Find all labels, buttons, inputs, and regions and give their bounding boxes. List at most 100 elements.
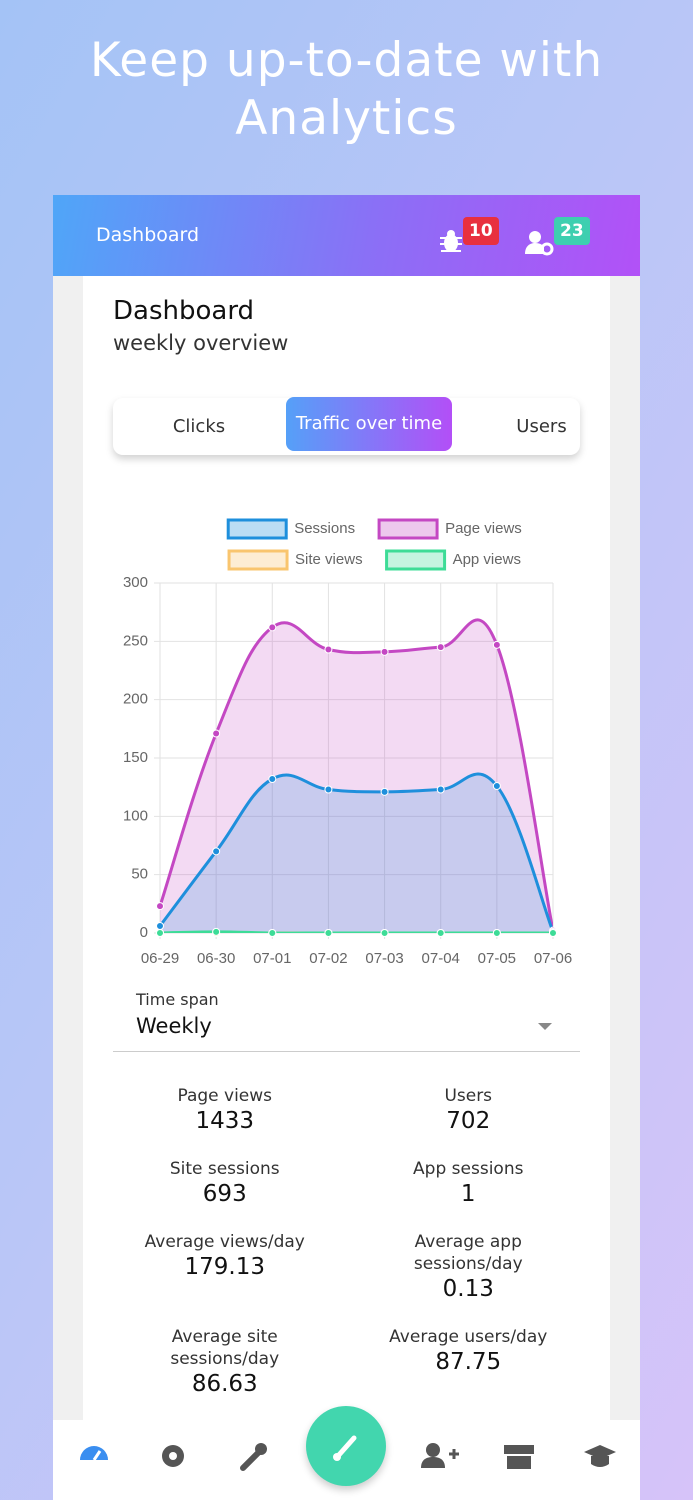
x-tick-label: 07-04 — [422, 950, 460, 966]
data-point — [380, 787, 389, 796]
stat: Average views/day 179.13 — [113, 1231, 337, 1281]
data-point — [549, 929, 557, 937]
select-underline — [113, 1051, 580, 1052]
data-point — [492, 782, 501, 790]
data-point — [324, 929, 333, 937]
stat-label: Site sessions — [169, 1159, 280, 1179]
dropdown-arrow[interactable] — [538, 1023, 552, 1030]
data-point — [268, 929, 277, 937]
stat: Users 702 — [357, 1085, 581, 1135]
stat-value: 87.75 — [435, 1349, 502, 1375]
nav-icons — [80, 1443, 616, 1471]
stat-value: 179.13 — [184, 1254, 265, 1280]
stat-label: Average users/day — [389, 1327, 548, 1347]
stat: Average users/day 87.75 — [357, 1326, 581, 1376]
stat: Page views 1433 — [113, 1085, 337, 1135]
dashboard-card: Dashboard weekly overview Clicks Traffic … — [83, 276, 610, 1500]
legend-swatch — [385, 549, 447, 571]
time-span-label: Time span — [136, 990, 219, 1009]
tab-bar: Clicks Traffic over time Users — [113, 397, 580, 455]
user-settings-icon[interactable] — [525, 230, 555, 256]
app-bar: Dashboard 10 23 — [53, 195, 640, 276]
stat-value: 0.13 — [442, 1276, 494, 1302]
data-point — [212, 847, 221, 856]
tab[interactable]: Users — [516, 416, 567, 437]
app-frame: Dashboard 10 23 Dashboard weekly overvie… — [53, 195, 640, 1500]
stat-value: 86.63 — [191, 1371, 258, 1397]
legend-item: Page views — [377, 518, 522, 540]
chart: 0 50 100 150 200 250 300 06-29 06-30 07-01 07-02 07… — [123, 518, 572, 966]
nav-settings[interactable] — [162, 1445, 184, 1467]
stat: Average app sessions/day 0.13 — [357, 1231, 581, 1303]
card-subtitle: weekly overview — [113, 331, 289, 355]
nav-education[interactable] — [584, 1445, 616, 1467]
stat-value: 1433 — [195, 1108, 255, 1134]
bug-icon[interactable] — [438, 228, 464, 254]
x-tick-label: 06-29 — [141, 950, 179, 966]
stats-grid: Page views 1433 Users 702 Site sessions 693 Ap… — [113, 1085, 580, 1398]
legend-label: Page views — [445, 520, 522, 537]
y-tick-label: 150 — [123, 749, 148, 766]
data-point — [436, 929, 445, 937]
legend-item: Sessions — [226, 518, 355, 540]
y-tick-label: 100 — [123, 807, 148, 824]
data-point — [268, 775, 277, 783]
stat: Average site sessions/day 86.63 — [113, 1326, 337, 1398]
brush-icon — [333, 1435, 357, 1461]
headline: Keep up-to-date with Analytics — [89, 33, 604, 146]
stat-label: Average site sessions/day — [170, 1327, 280, 1369]
stat-value: 693 — [202, 1181, 247, 1207]
series-area — [160, 773, 553, 933]
y-tick-label: 0 — [140, 924, 148, 941]
data-point — [380, 647, 389, 656]
data-point — [492, 640, 501, 649]
app-bar-title: Dashboard — [96, 224, 200, 246]
x-tick-label: 06-30 — [197, 950, 235, 966]
stat-value: 702 — [446, 1108, 491, 1134]
data-point — [436, 643, 445, 652]
user-badge[interactable]: 23 — [554, 217, 590, 245]
legend-item: Site views — [227, 549, 363, 571]
stat: Site sessions 693 — [113, 1158, 337, 1208]
y-tick-label: 300 — [123, 574, 148, 591]
y-tick-label: 200 — [123, 691, 148, 708]
legend-swatch — [226, 518, 288, 540]
data-point — [380, 929, 389, 937]
nav-store[interactable] — [504, 1445, 534, 1469]
data-point — [492, 929, 501, 937]
series-line — [160, 930, 553, 933]
y-tick-label: 50 — [131, 866, 148, 883]
legend-swatch — [377, 518, 439, 540]
data-point — [324, 645, 333, 654]
fab-button[interactable] — [306, 1406, 386, 1486]
stat: App sessions 1 — [357, 1158, 581, 1208]
nav-dashboard[interactable] — [80, 1446, 108, 1461]
bug-badge[interactable]: 10 — [463, 217, 499, 245]
data-point — [156, 902, 164, 911]
stat-label: Average app sessions/day — [413, 1232, 523, 1274]
series-area — [160, 619, 553, 933]
legend: Sessions Page views Site views App views — [226, 518, 522, 571]
plot — [160, 618, 553, 933]
time-span-select[interactable]: Weekly — [136, 1014, 212, 1038]
x-tick-label: 07-03 — [365, 950, 403, 966]
y-tick-label: 250 — [123, 632, 148, 649]
data-point — [436, 785, 445, 794]
tab[interactable]: Clicks — [172, 416, 226, 437]
legend-label: App views — [453, 551, 521, 568]
stat-label: Page views — [177, 1086, 273, 1106]
card-title: Dashboard — [113, 296, 255, 326]
data-point — [212, 927, 221, 936]
data-point — [324, 785, 333, 794]
legend-label: Site views — [295, 551, 363, 568]
nav-add-user[interactable] — [421, 1443, 459, 1468]
tab[interactable]: Traffic over time — [286, 397, 452, 451]
nav-tools[interactable] — [240, 1443, 267, 1471]
data-point — [156, 929, 164, 937]
stat-value: 1 — [460, 1181, 476, 1207]
stat-label: App sessions — [413, 1159, 524, 1179]
x-tick-label: 07-06 — [534, 950, 572, 966]
stat-label: Average views/day — [144, 1232, 305, 1252]
legend-label: Sessions — [294, 520, 355, 537]
